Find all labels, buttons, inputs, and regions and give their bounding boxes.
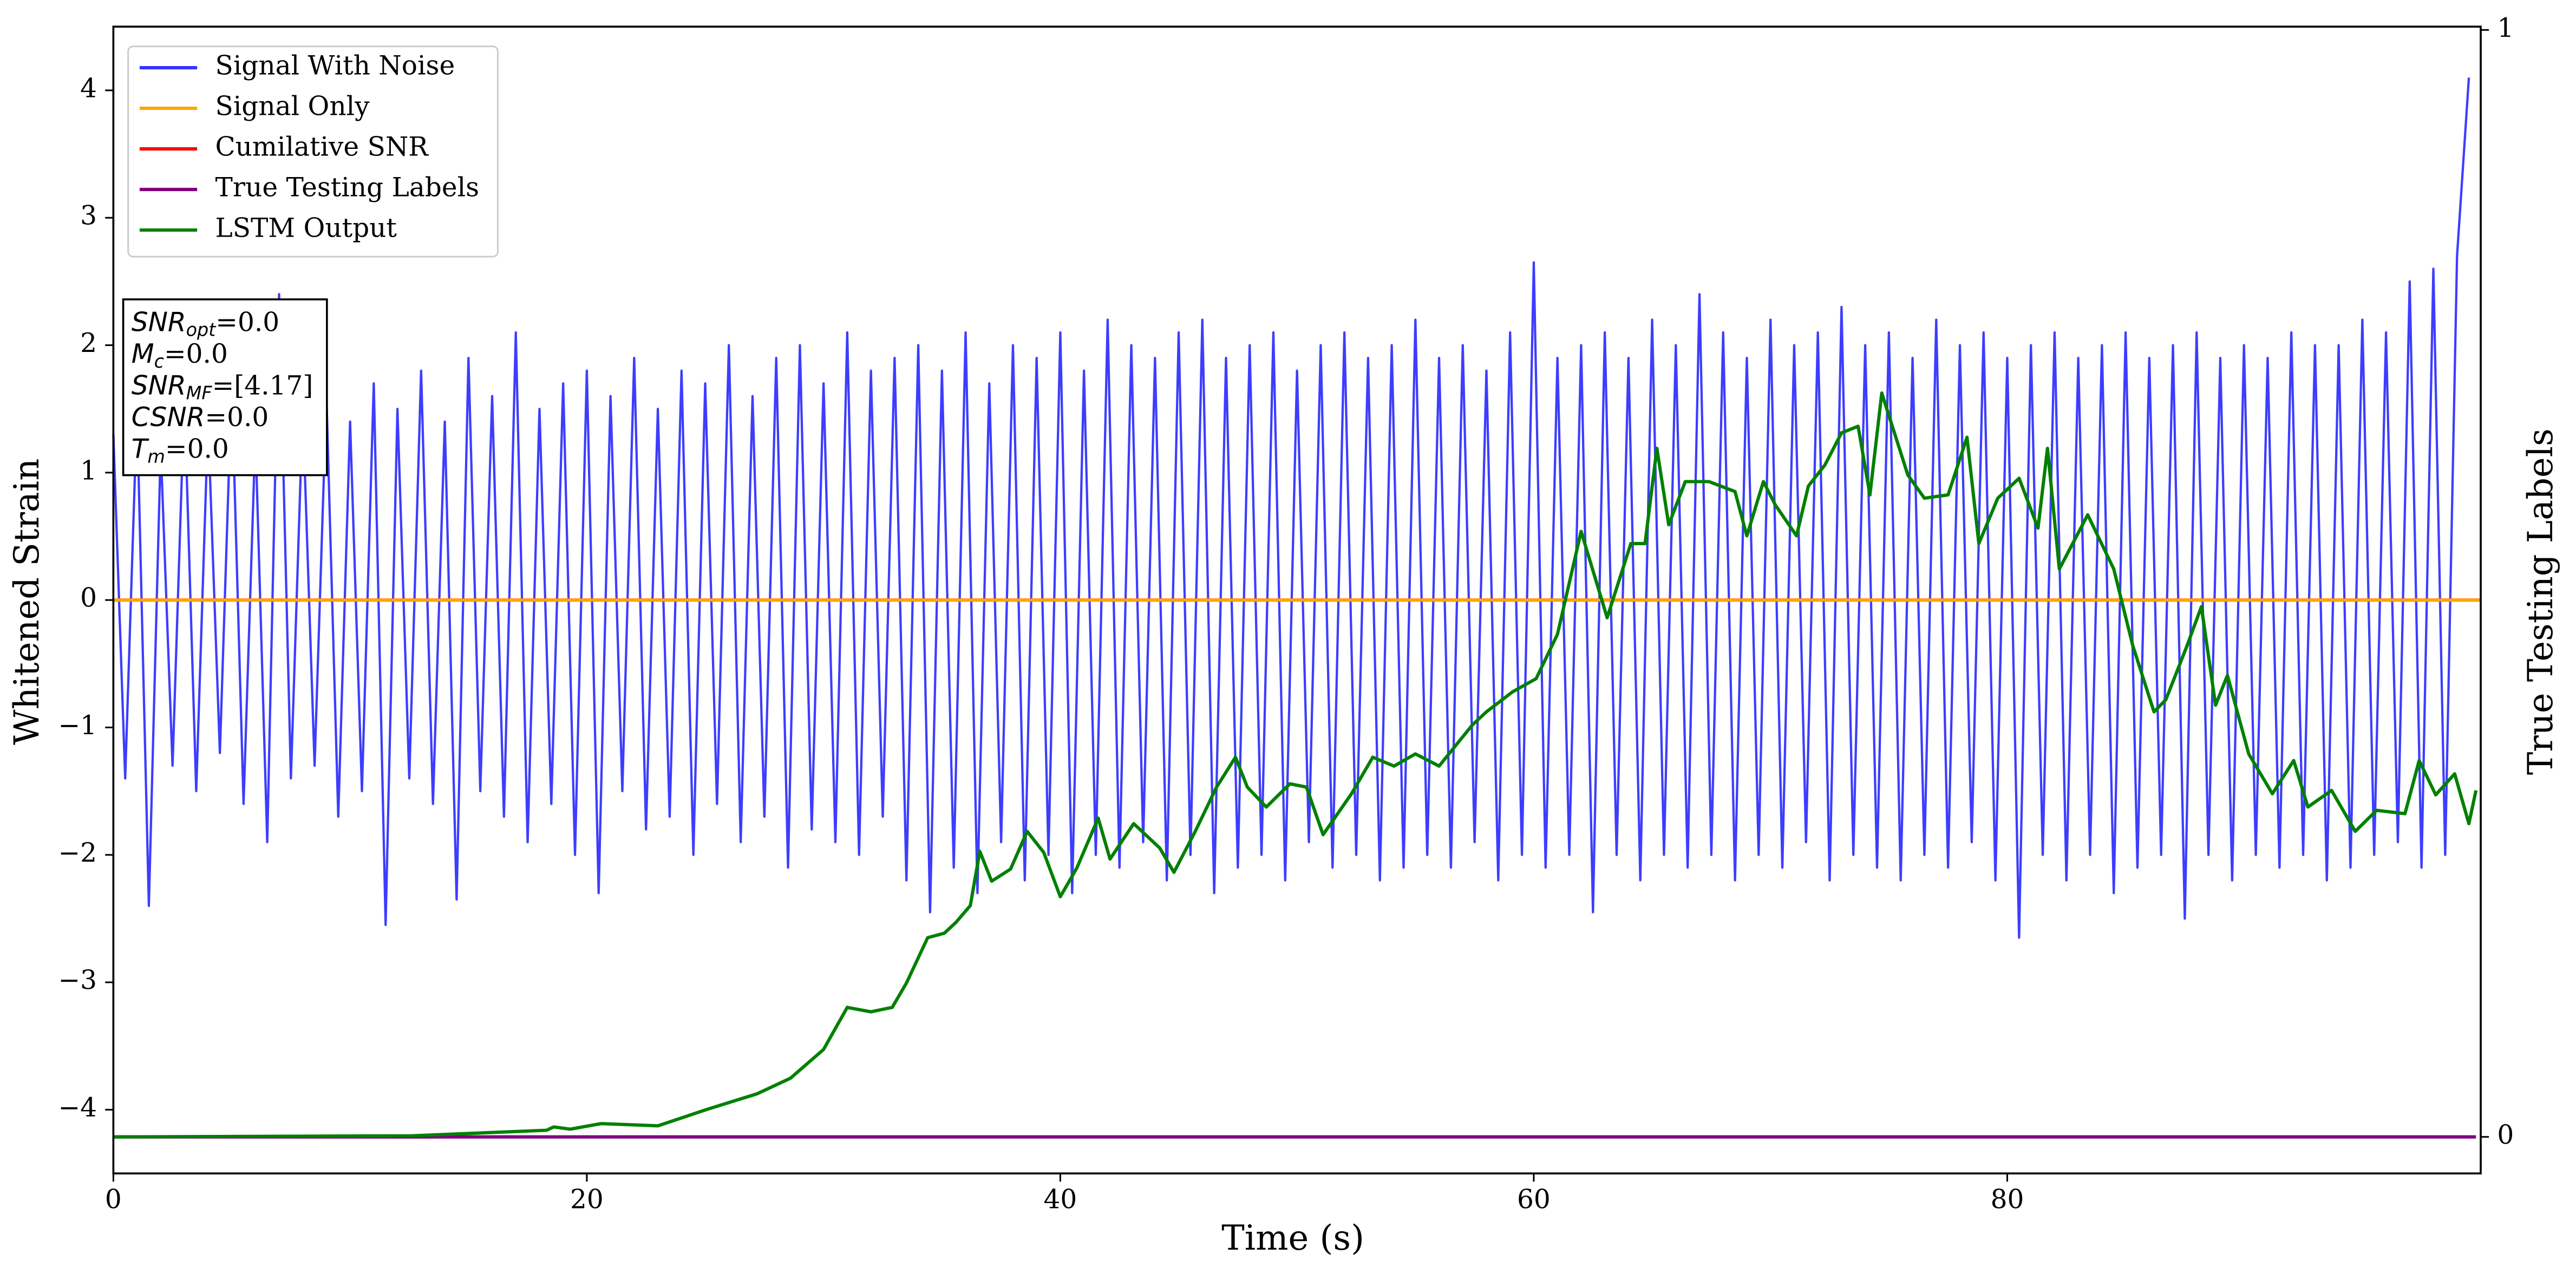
annotation-frame xyxy=(122,298,328,476)
legend-label: True Testing Labels xyxy=(215,172,480,202)
x-tick-label: 60 xyxy=(1517,1184,1551,1214)
annotation-subscript: MF xyxy=(186,382,213,403)
x-tick-label: 20 xyxy=(570,1184,604,1214)
y-tick-label: 4 xyxy=(80,73,97,103)
x-tick-label: 40 xyxy=(1044,1184,1077,1214)
legend-label: LSTM Output xyxy=(215,213,397,243)
annotation-value: =[4.17] xyxy=(212,370,313,401)
annotation-subscript: m xyxy=(147,446,165,467)
annotation-line: SNRMF=[4.17] xyxy=(132,370,313,403)
annotation-symbol: T xyxy=(132,434,149,465)
y-tick-label: −2 xyxy=(58,838,97,868)
series-line xyxy=(113,391,2478,1139)
series-line xyxy=(112,77,2470,939)
annotation-line: Tm=0.0 xyxy=(132,434,229,467)
legend-label: Signal Only xyxy=(215,92,370,122)
annotation-subscript: c xyxy=(154,351,164,372)
annotation-line: SNRopt=0.0 xyxy=(132,307,279,340)
y-tick-label: 1 xyxy=(80,455,97,486)
y2-tick-label: 1 xyxy=(2497,13,2514,43)
y-tick-label: 0 xyxy=(80,583,97,613)
legend-box xyxy=(127,45,499,258)
x-tick-label: 80 xyxy=(1991,1184,2024,1214)
legend: Signal With Noise Signal Only Cumilative S… xyxy=(127,45,499,258)
annotation-value: =0.0 xyxy=(164,339,228,369)
annotation-symbol: SNR xyxy=(132,371,186,401)
y-tick-label: 3 xyxy=(80,201,97,231)
y2-tick-label: 0 xyxy=(2497,1120,2514,1150)
annotation-line: Mc=0.0 xyxy=(132,339,228,372)
y-tick-label: −1 xyxy=(58,710,97,741)
y-tick-label: −3 xyxy=(58,965,97,996)
annotation-subscript: opt xyxy=(186,319,217,340)
annotation-line: CSNR=0.0 xyxy=(132,402,269,433)
legend-label: Signal With Noise xyxy=(215,51,455,81)
plot-frame xyxy=(112,25,2482,1175)
y-tick-label: −4 xyxy=(58,1093,97,1123)
annotation-symbol: CSNR xyxy=(132,402,205,433)
y-axis-label: Whitened Strain xyxy=(7,459,47,745)
annotation-symbol: SNR xyxy=(132,307,186,337)
annotation-value: =0.0 xyxy=(215,307,279,337)
x-tick-label: 0 xyxy=(105,1184,122,1214)
annotation-value: =0.0 xyxy=(205,402,269,433)
annotation-value: =0.0 xyxy=(165,434,229,464)
annotation-box: SNRopt=0.0Mc=0.0SNRMF=[4.17]CSNR=0.0Tm=0… xyxy=(122,298,328,476)
legend-label: Cumilative SNR xyxy=(215,132,429,162)
y2-axis-label: True Testing Labels xyxy=(2521,428,2561,775)
y-tick-label: 2 xyxy=(80,328,97,358)
x-axis-label: Time (s) xyxy=(1221,1218,1364,1258)
annotation-symbol: M xyxy=(132,339,154,369)
